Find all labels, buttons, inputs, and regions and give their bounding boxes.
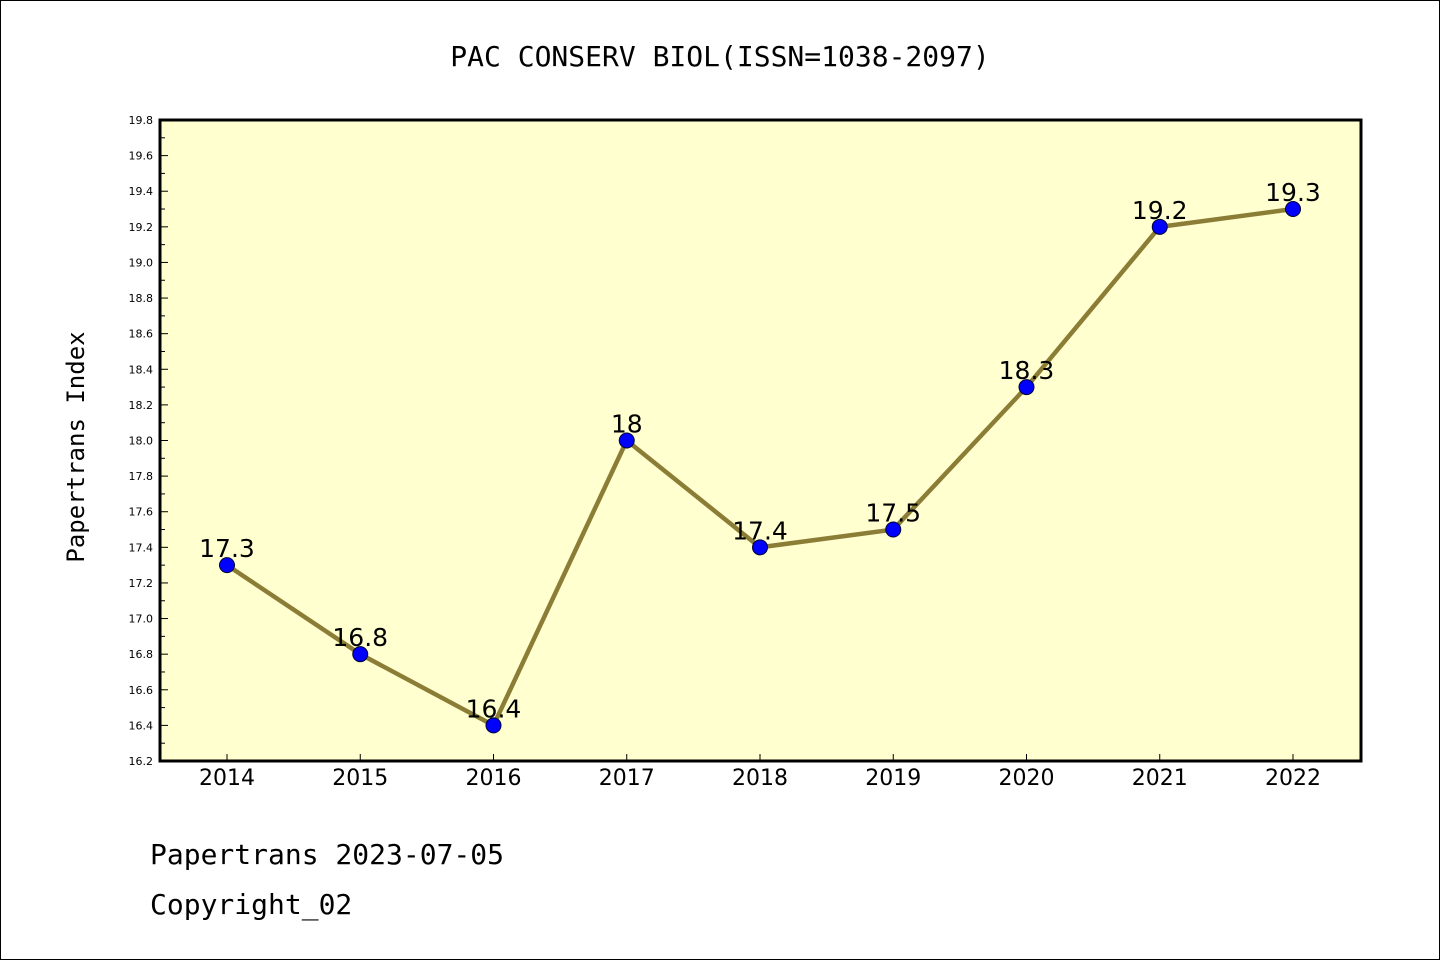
y-tick-label: 16.6 bbox=[129, 684, 154, 697]
x-tick-label: 2018 bbox=[732, 766, 788, 791]
data-point bbox=[1285, 201, 1301, 218]
data-label: 16.8 bbox=[332, 623, 388, 652]
data-point bbox=[752, 539, 768, 556]
y-tick-label: 19.6 bbox=[129, 150, 154, 163]
y-tick-label: 16.4 bbox=[129, 719, 154, 732]
y-tick-label: 19.4 bbox=[129, 185, 154, 198]
y-tick-label: 18.2 bbox=[129, 399, 154, 412]
footer-date: Papertrans 2023-07-05 bbox=[150, 838, 504, 871]
y-tick-label: 18.8 bbox=[129, 292, 154, 305]
data-label: 18.3 bbox=[999, 356, 1055, 385]
x-tick-label: 2014 bbox=[199, 766, 255, 791]
data-label: 17.5 bbox=[865, 499, 921, 528]
data-label: 17.4 bbox=[732, 516, 788, 545]
series-index bbox=[219, 201, 1301, 734]
x-tick-label: 2022 bbox=[1265, 766, 1321, 791]
y-tick-label: 17.8 bbox=[129, 470, 154, 483]
x-tick-label: 2019 bbox=[865, 766, 921, 791]
data-label: 18 bbox=[611, 410, 643, 439]
data-label: 19.2 bbox=[1132, 196, 1188, 225]
y-tick-label: 19.0 bbox=[129, 256, 154, 269]
data-label: 16.4 bbox=[466, 694, 522, 723]
y-tick-label: 18.4 bbox=[129, 363, 154, 376]
data-label: 17.3 bbox=[199, 534, 255, 563]
y-tick-label: 19.2 bbox=[129, 221, 154, 234]
data-point bbox=[485, 717, 502, 734]
data-point bbox=[352, 646, 369, 663]
y-tick-label: 16.8 bbox=[129, 648, 154, 661]
y-axis-label: Papertrans Index bbox=[62, 331, 90, 562]
x-tick-label: 2017 bbox=[599, 766, 655, 791]
data-labels: 17.3 16.8 16.4 18 17.4 17.5 18.3 19.2 19.3 bbox=[199, 178, 1321, 723]
data-point bbox=[219, 557, 235, 574]
y-tick-label: 18.0 bbox=[129, 435, 154, 448]
y-tick-label: 17.6 bbox=[129, 506, 154, 519]
y-tick-label: 17.4 bbox=[129, 541, 154, 554]
chart-title: PAC CONSERV BIOL(ISSN=1038-2097) bbox=[450, 40, 989, 73]
y-tick-label: 19.8 bbox=[129, 114, 154, 127]
y-tick-label: 17.2 bbox=[129, 577, 154, 590]
x-axis-ticks: 2014 2015 2016 2017 2018 2019 2020 2021 2022 bbox=[199, 754, 1321, 791]
y-tick-label: 17.0 bbox=[129, 613, 154, 626]
data-label: 19.3 bbox=[1265, 178, 1321, 207]
data-point bbox=[1151, 218, 1168, 235]
y-tick-label: 18.6 bbox=[129, 328, 154, 341]
data-point bbox=[618, 432, 635, 449]
x-tick-label: 2015 bbox=[332, 766, 388, 791]
x-tick-label: 2021 bbox=[1132, 766, 1188, 791]
data-point bbox=[1018, 379, 1035, 396]
x-tick-label: 2020 bbox=[999, 766, 1055, 791]
data-point bbox=[885, 521, 902, 538]
footer-copyright: Copyright_02 bbox=[150, 888, 352, 922]
y-tick-label: 16.2 bbox=[129, 755, 154, 768]
y-axis-ticks: 16.2 16.4 16.6 16.8 17.0 17.2 17.4 17.6 17.8 18.0… bbox=[129, 114, 168, 768]
x-tick-label: 2016 bbox=[466, 766, 522, 791]
